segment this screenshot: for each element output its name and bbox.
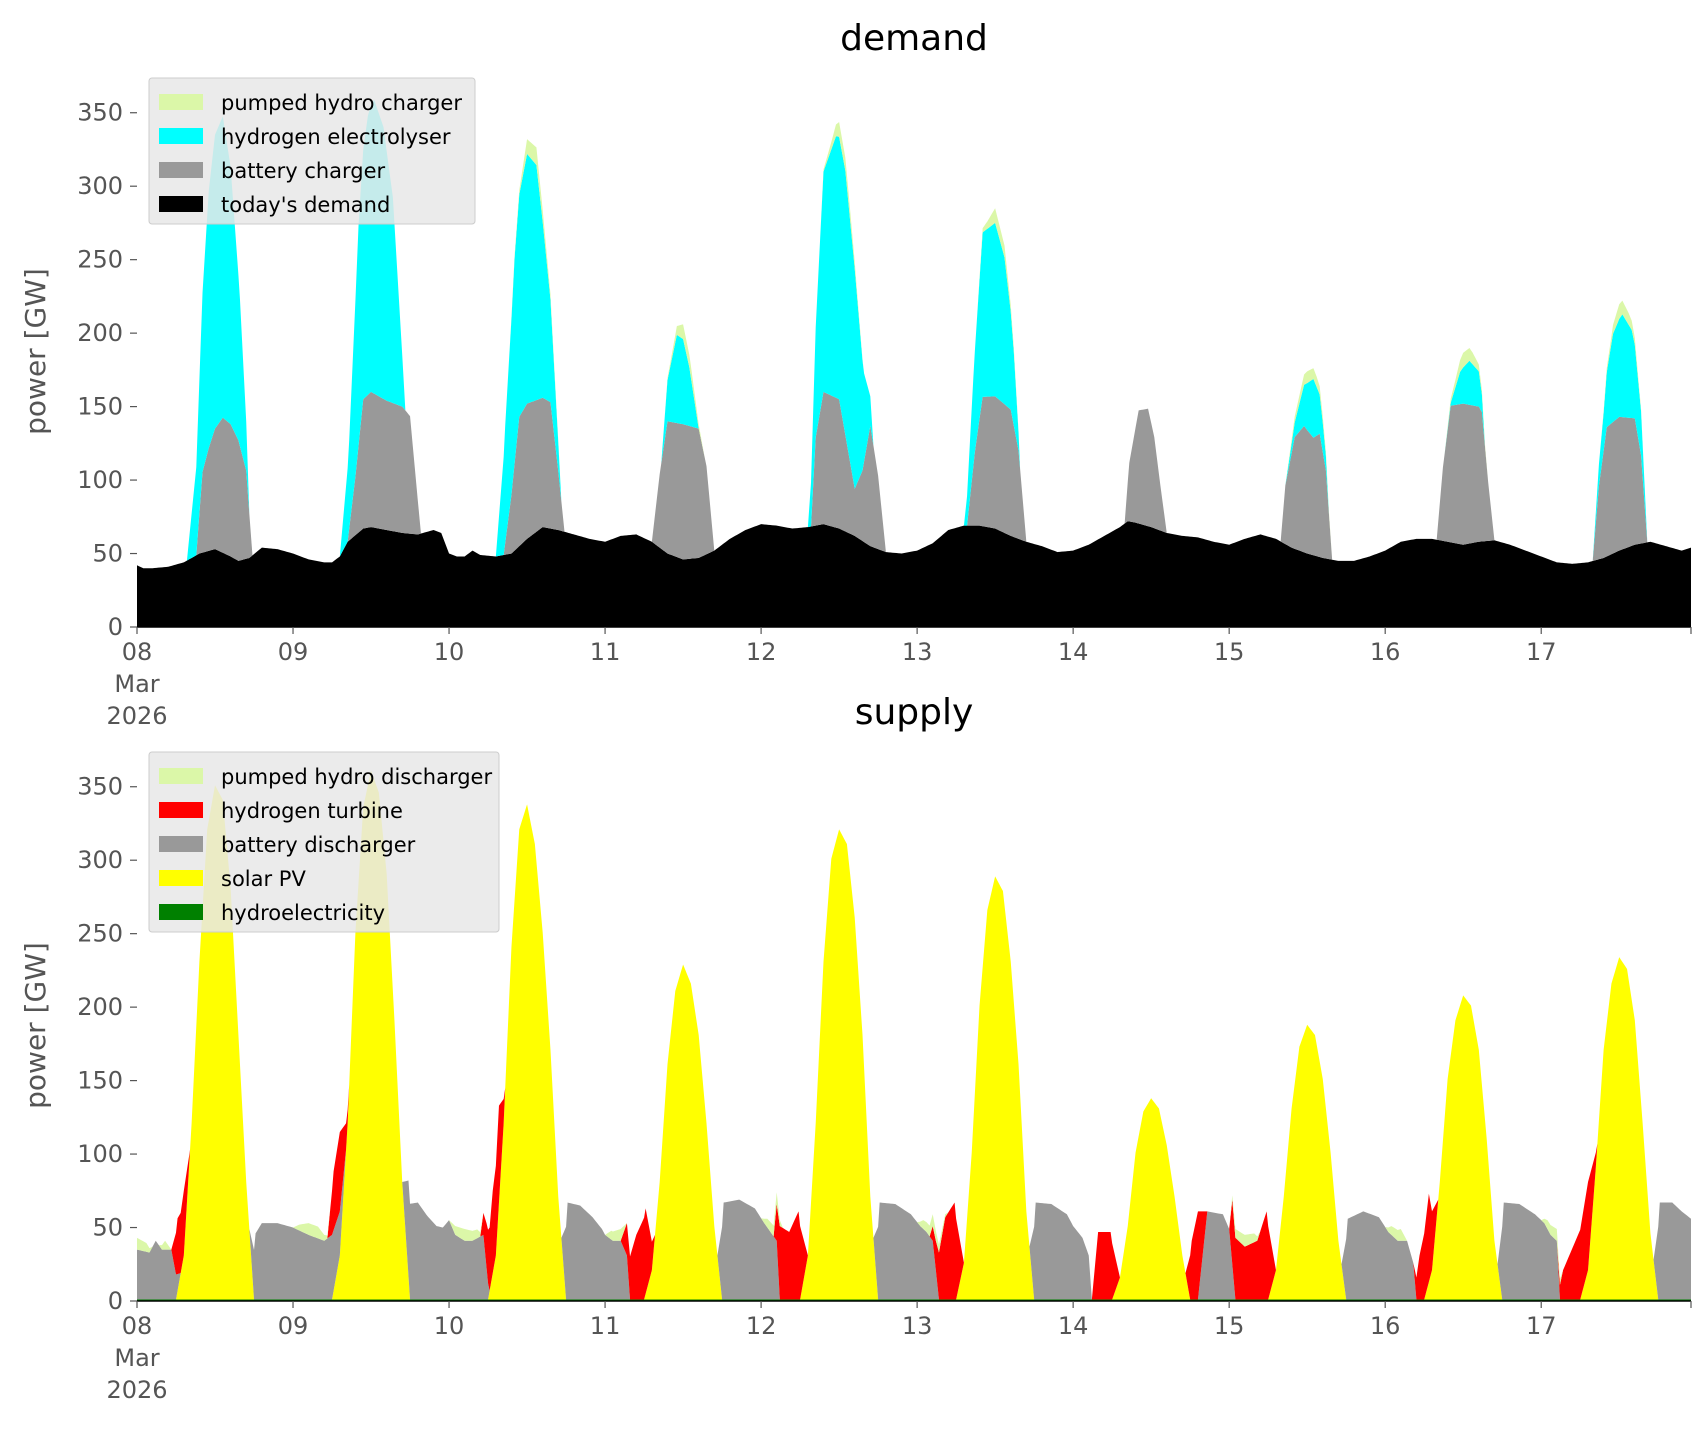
x-tick-label: 14 [1058, 638, 1089, 666]
legend-swatch [159, 196, 203, 212]
y-tick-label: 100 [77, 466, 123, 494]
legend-label: solar PV [221, 867, 306, 891]
chart-panel-supply: supply 0 50 100 150 200 250 300 350 08 Mar 2026 09 10… [19, 692, 1692, 1404]
x-tick-sublabel: Mar [114, 1344, 159, 1372]
legend-swatch [159, 128, 203, 144]
legend-label: hydrogen electrolyser [221, 125, 451, 149]
legend-swatch [159, 904, 203, 920]
y-tick-label: 0 [108, 1287, 123, 1315]
x-tick-label: 11 [590, 1312, 621, 1340]
y-tick-label: 50 [92, 1214, 123, 1242]
y-tick-label: 100 [77, 1140, 123, 1168]
x-tick-sublabel: 2026 [106, 702, 167, 730]
y-tick-label: 50 [92, 540, 123, 568]
area-series-hydrogen-electrolyser [137, 99, 1691, 569]
x-tick-label: 17 [1526, 1312, 1557, 1340]
x-tick-label: 09 [278, 638, 309, 666]
legend-label: battery discharger [221, 833, 416, 857]
y-tick-label: 250 [77, 920, 123, 948]
chart-title: demand [840, 18, 988, 59]
series-areas [137, 99, 1691, 627]
legend-box [148, 77, 476, 225]
chart-panel-demand: demand 0 50 100 150 200 250 300 350 08 Mar 2026 09 10… [19, 18, 1692, 730]
x-tick-label: 08 [122, 638, 153, 666]
legend-swatch [159, 870, 203, 886]
y-tick-label: 300 [77, 172, 123, 200]
legend-label: today's demand [221, 193, 390, 217]
x-tick-label: 10 [434, 1312, 465, 1340]
x-tick-label: 13 [902, 1312, 933, 1340]
x-tick-label: 11 [590, 638, 621, 666]
x-tick-label: 12 [746, 1312, 777, 1340]
chart-title: supply [855, 692, 974, 733]
x-tick-label: 12 [746, 638, 777, 666]
y-tick-label: 350 [77, 99, 123, 127]
legend: pumped hydro charger hydrogen electrolyse… [148, 77, 476, 225]
y-axis-label: power [GW] [19, 268, 52, 435]
legend-label: pumped hydro discharger [221, 765, 492, 789]
legend-swatch [159, 162, 203, 178]
x-tick-label: 09 [278, 1312, 309, 1340]
x-tick-label: 10 [434, 638, 465, 666]
x-tick-label: 16 [1370, 638, 1401, 666]
legend-label: hydrogen turbine [221, 799, 403, 823]
y-tick-label: 150 [77, 1067, 123, 1095]
legend-label: battery charger [221, 159, 386, 183]
y-tick-label: 250 [77, 246, 123, 274]
area-series-battery-discharger [137, 770, 1691, 1300]
area-series-solar-pv [137, 770, 1691, 1300]
x-tick-label: 08 [122, 1312, 153, 1340]
x-tick-label: 15 [1214, 638, 1245, 666]
y-tick-label: 0 [108, 613, 123, 641]
y-tick-label: 150 [77, 393, 123, 421]
y-axis-label: power [GW] [19, 942, 52, 1109]
x-tick-label: 14 [1058, 1312, 1089, 1340]
y-tick-label: 350 [77, 773, 123, 801]
legend-swatch [159, 768, 203, 784]
y-tick-label: 200 [77, 319, 123, 347]
area-series-today-s-demand [137, 521, 1691, 627]
x-tick-label: 17 [1526, 638, 1557, 666]
y-tick-label: 200 [77, 993, 123, 1021]
legend-swatch [159, 802, 203, 818]
legend-label: pumped hydro charger [221, 91, 462, 115]
area-series-battery-charger [137, 391, 1691, 569]
legend-swatch [159, 94, 203, 110]
x-tick-label: 16 [1370, 1312, 1401, 1340]
legend-box [148, 751, 500, 933]
x-tick-label: 13 [902, 638, 933, 666]
legend-swatch [159, 836, 203, 852]
x-tick-label: 15 [1214, 1312, 1245, 1340]
x-tick-sublabel: Mar [114, 670, 159, 698]
legend-label: hydroelectricity [221, 901, 385, 925]
x-tick-sublabel: 2026 [106, 1376, 167, 1404]
legend: pumped hydro discharger hydrogen turbine b… [148, 751, 500, 933]
y-tick-label: 300 [77, 846, 123, 874]
